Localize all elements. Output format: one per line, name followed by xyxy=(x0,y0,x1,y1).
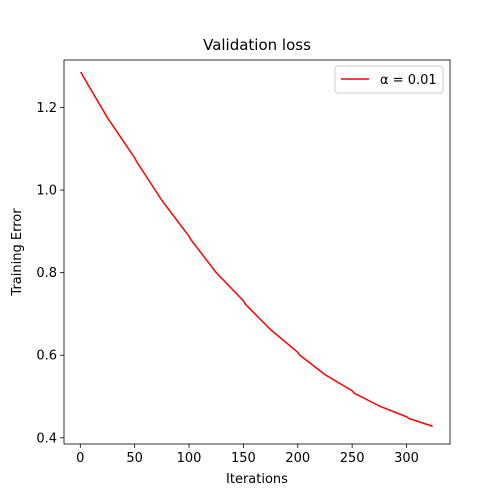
x-tick-label: 150 xyxy=(231,451,256,466)
y-tick-label: 0.6 xyxy=(36,349,57,364)
y-tick-label: 0.4 xyxy=(36,431,57,446)
x-axis-label: Iterations xyxy=(226,472,288,487)
axis-ticks: 0 50 100 150 200 250 300 0.4 0.6 0.8 1.0 1.2 xyxy=(36,101,419,466)
x-tick-label: 300 xyxy=(394,451,419,466)
x-tick-label: 0 xyxy=(76,451,84,466)
series-line-alpha-0-01 xyxy=(80,71,433,427)
y-tick-label: 1.2 xyxy=(36,101,57,116)
plot-frame xyxy=(63,59,451,445)
x-tick-label: 250 xyxy=(340,451,365,466)
legend: α = 0.01 xyxy=(334,65,444,94)
y-tick-label: 0.8 xyxy=(36,266,57,281)
y-axis-label: Training Error xyxy=(10,208,25,297)
x-tick-label: 50 xyxy=(126,451,143,466)
x-tick-label: 200 xyxy=(285,451,310,466)
legend-label: α = 0.01 xyxy=(380,73,437,88)
y-tick-label: 1.0 xyxy=(36,184,57,199)
plot-area xyxy=(64,60,450,444)
legend-box xyxy=(334,65,444,94)
x-tick-label: 100 xyxy=(177,451,202,466)
chart-title: Validation loss xyxy=(203,36,311,54)
